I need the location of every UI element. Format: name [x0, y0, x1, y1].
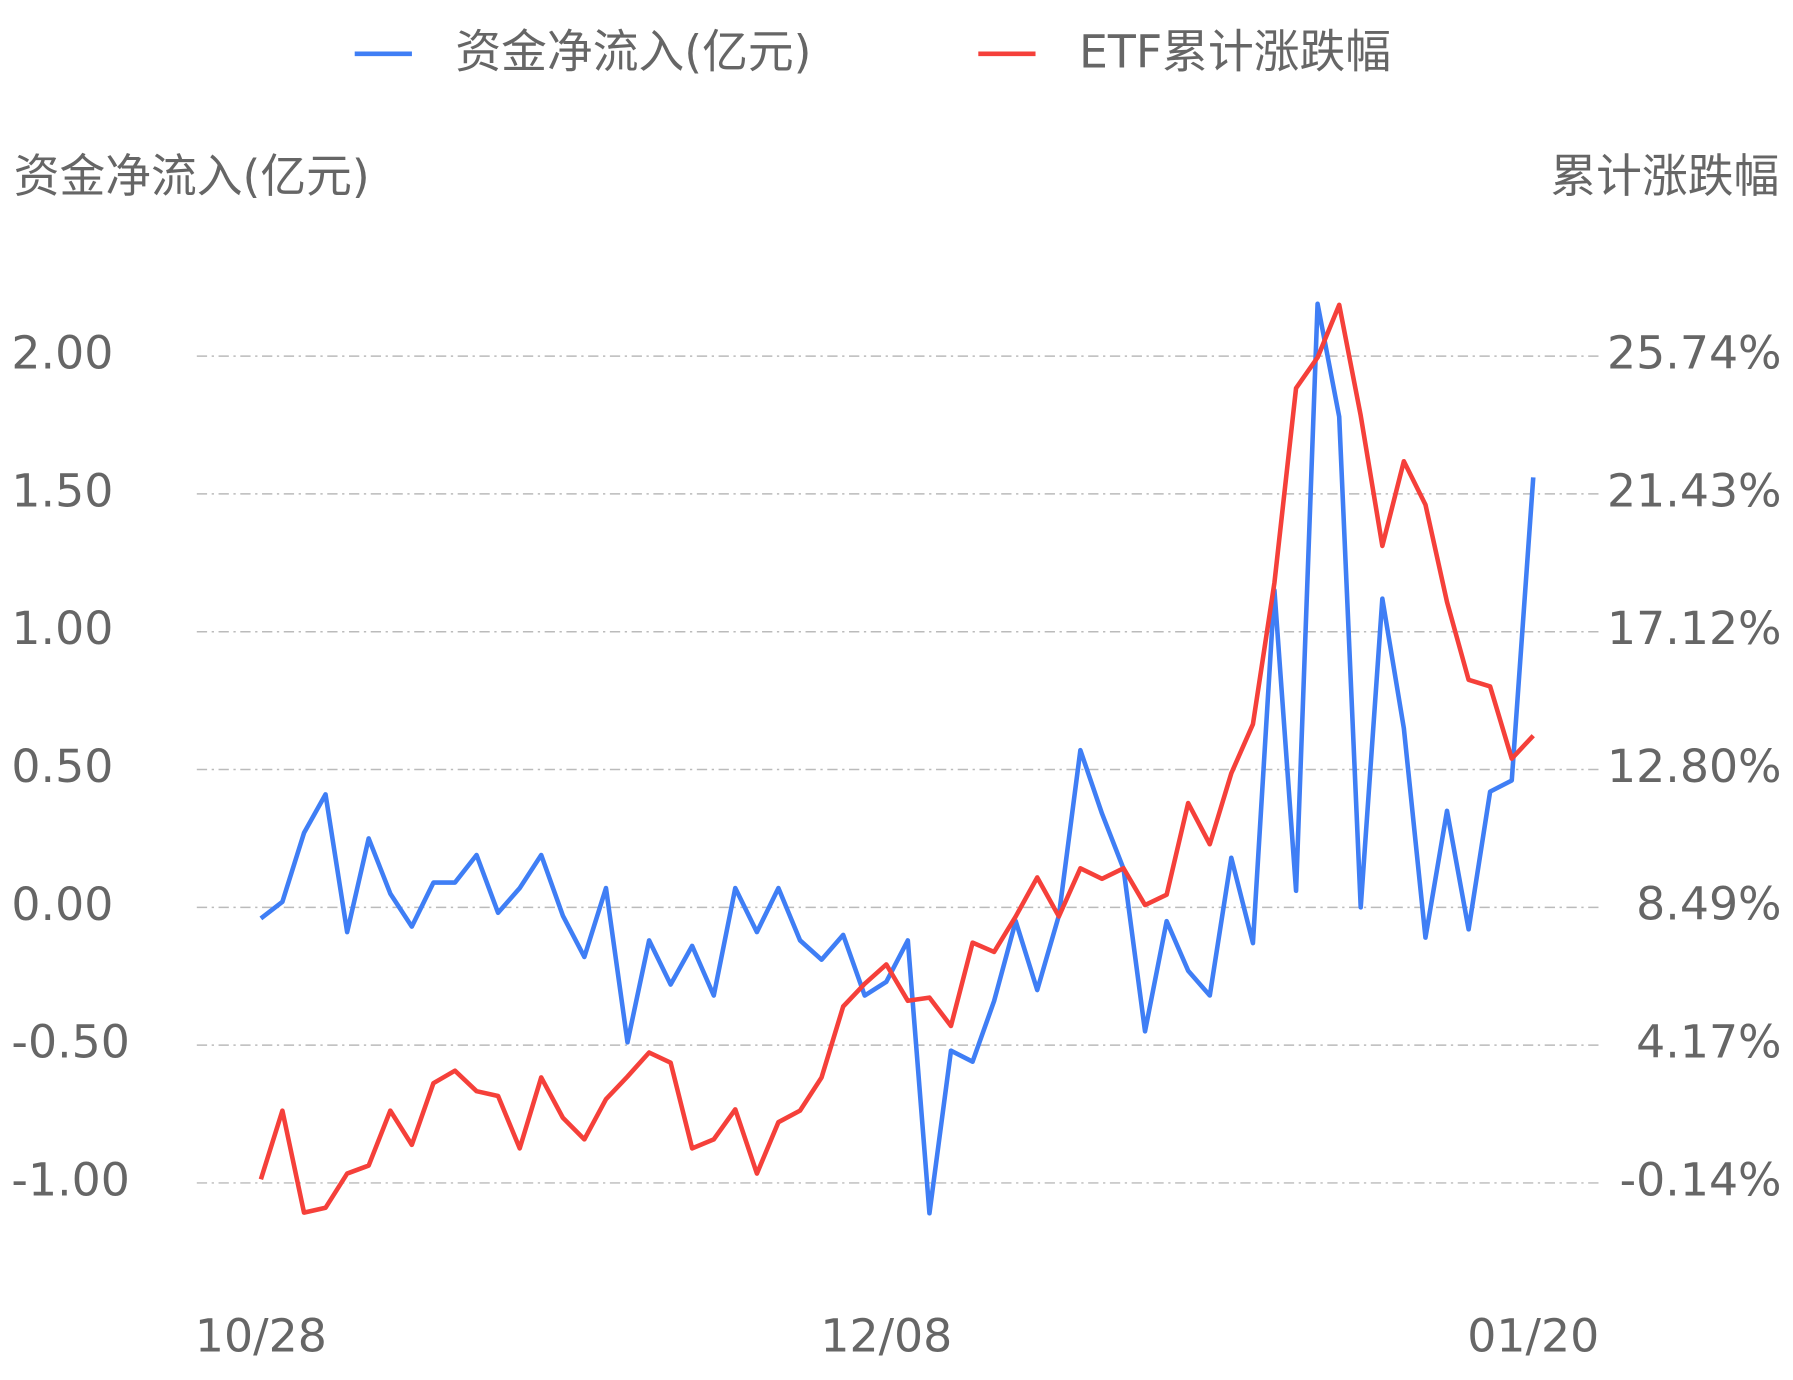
- y2-tick-label: 8.49%: [1636, 878, 1781, 931]
- y2-tick-label: 25.74%: [1607, 327, 1782, 380]
- x-tick-label: 01/20: [1467, 1309, 1599, 1362]
- y-tick-label: 1.50: [11, 464, 113, 517]
- y-tick-label: 0.00: [11, 878, 113, 931]
- y2-tick-label: 17.12%: [1607, 602, 1782, 655]
- y2-tick-label: -0.14%: [1620, 1153, 1782, 1206]
- legend-label: ETF累计涨跌幅: [1079, 25, 1391, 78]
- series-line: [259, 301, 1536, 1216]
- y-tick-label: 2.00: [11, 327, 113, 380]
- legend-label: 资金净流入(亿元): [455, 25, 811, 78]
- y2-axis-title: 累计涨跌幅: [1550, 150, 1779, 203]
- y2-tick-label: 12.80%: [1607, 740, 1782, 793]
- series-line: [258, 302, 1535, 1215]
- y-axis-title: 资金净流入(亿元): [14, 150, 370, 203]
- y2-tick-label: 21.43%: [1607, 464, 1782, 517]
- y-tick-label: 0.50: [11, 740, 113, 793]
- y-tick-label: -0.50: [11, 1016, 129, 1069]
- x-tick-label: 10/28: [195, 1309, 327, 1362]
- y-tick-label: -1.00: [11, 1153, 129, 1206]
- y-tick-label: 1.00: [11, 602, 113, 655]
- y2-tick-label: 4.17%: [1636, 1016, 1781, 1069]
- x-tick-label: 12/08: [820, 1309, 952, 1362]
